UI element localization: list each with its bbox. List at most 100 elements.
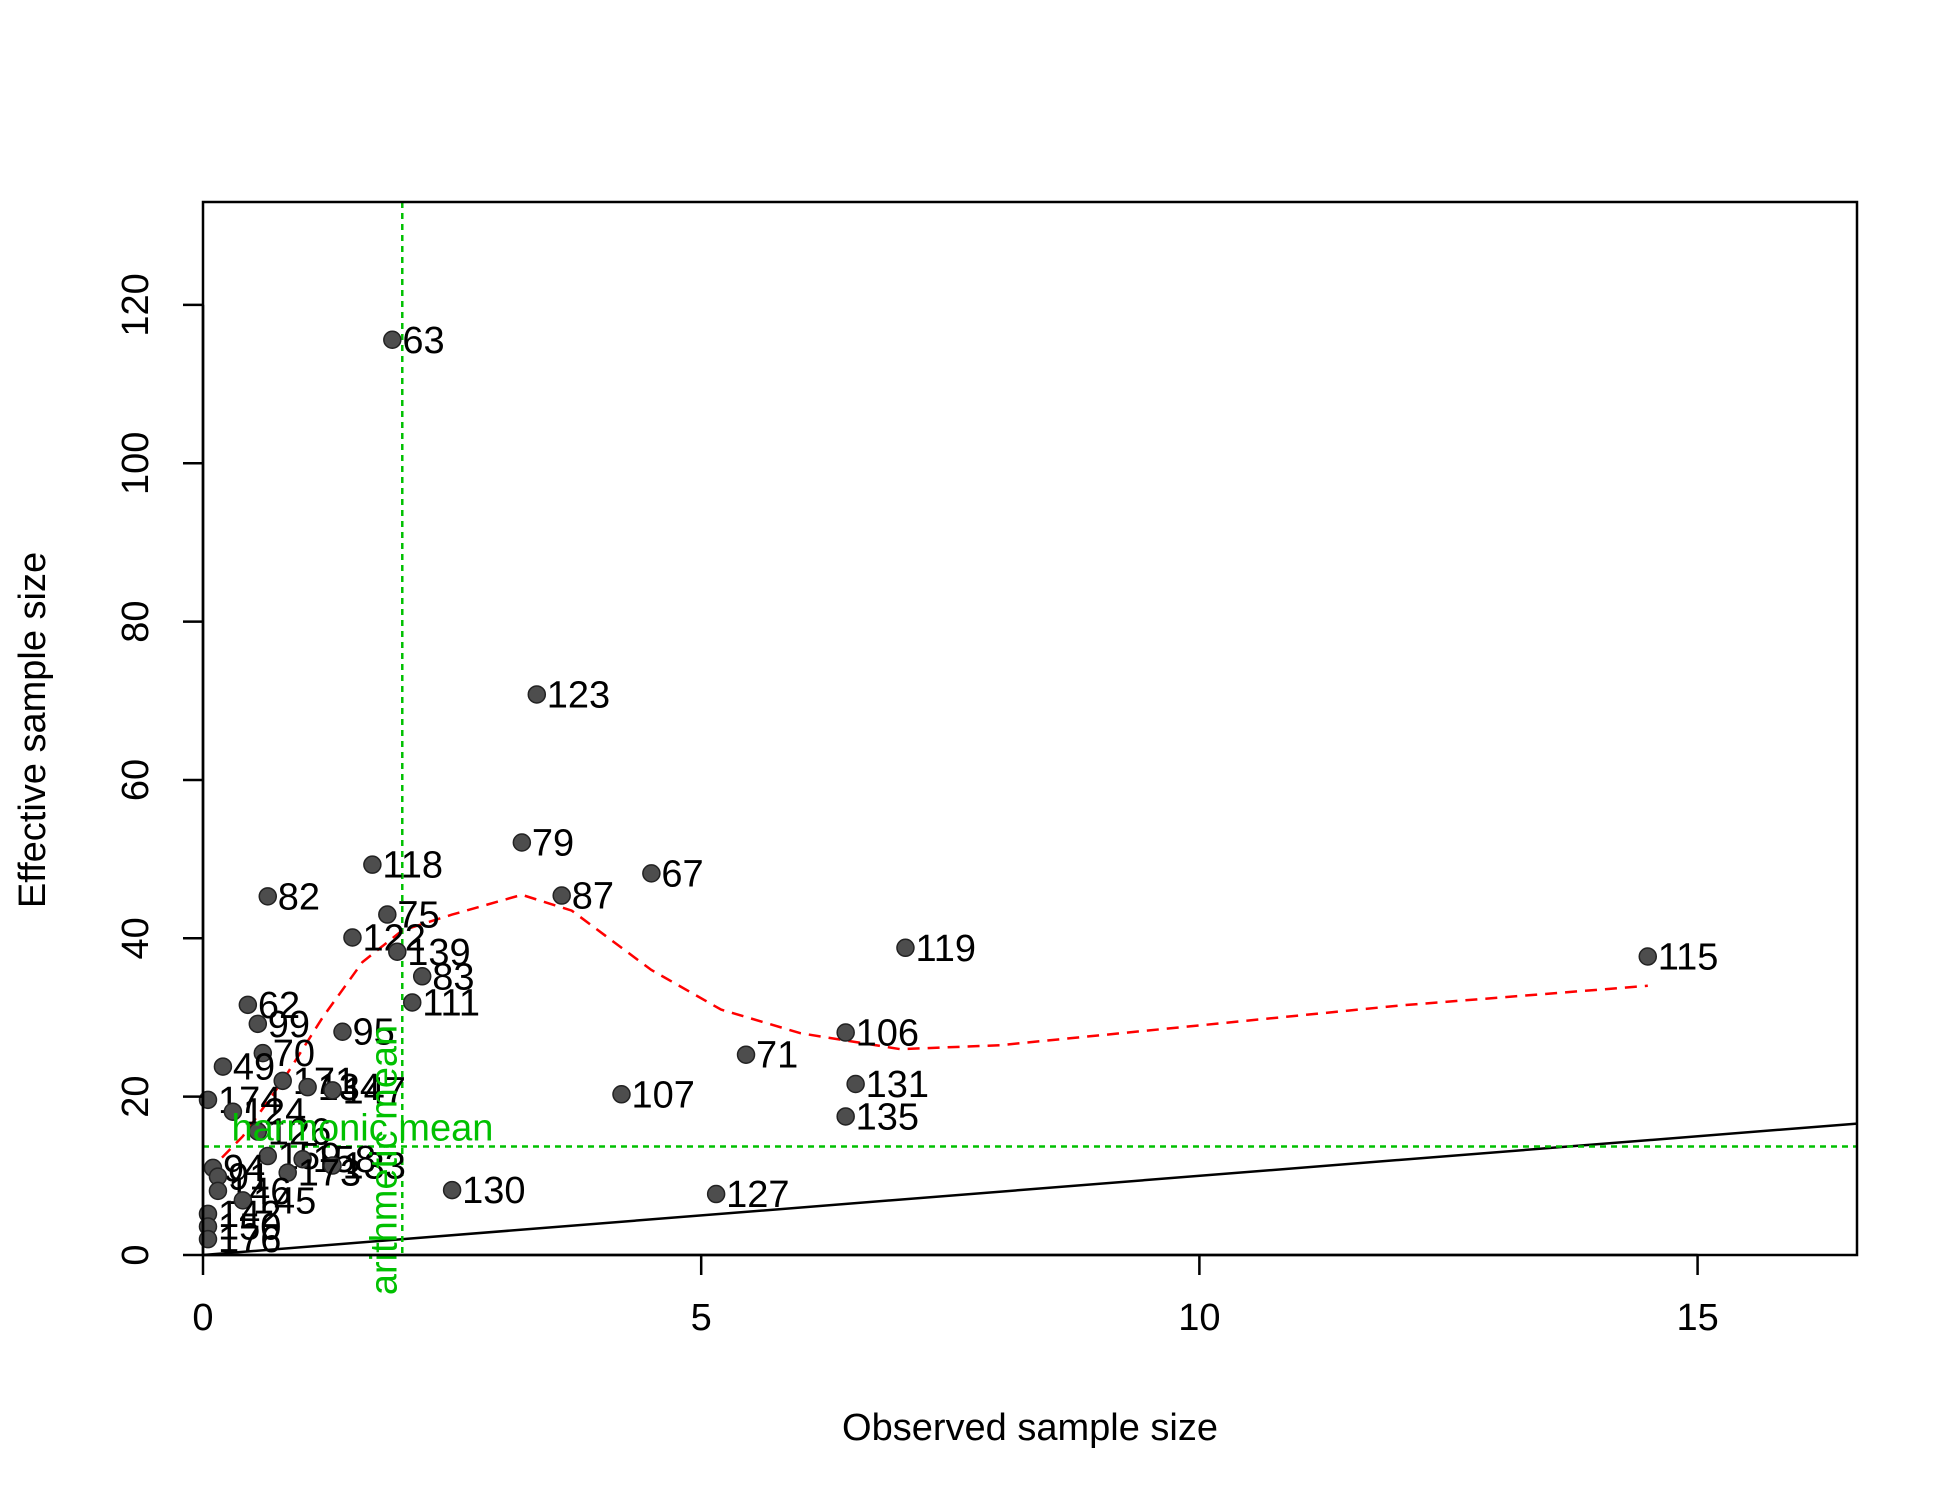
x-tick-label: 5 (691, 1297, 712, 1339)
point-label: 91 (228, 1157, 270, 1199)
x-tick-label: 15 (1676, 1297, 1718, 1339)
data-point: 131 (846, 1064, 929, 1106)
point-marker (383, 330, 402, 350)
point-marker (412, 967, 432, 986)
data-point: 115 (1638, 937, 1718, 979)
data-point: 79 (512, 823, 574, 865)
y-axis-title: Effective sample size (12, 552, 54, 908)
point-marker (612, 1085, 631, 1104)
point-label: 95 (352, 1012, 394, 1054)
data-point: 106 (836, 1013, 919, 1055)
data-point: 130 (442, 1170, 526, 1212)
point-label: 106 (856, 1013, 919, 1055)
data-point: 158 (293, 1139, 376, 1181)
point-marker (363, 855, 382, 874)
harmonic-mean-label: harmonic mean (231, 1108, 493, 1150)
point-label: 130 (462, 1170, 525, 1212)
y-tick-label: 80 (115, 600, 157, 642)
point-label: 142 (218, 1194, 281, 1236)
data-point: 145 (233, 1180, 316, 1222)
point-marker (402, 993, 422, 1012)
point-marker (253, 1043, 273, 1063)
point-label: 107 (631, 1074, 694, 1116)
data-point: 119 (896, 928, 976, 970)
x-axis-title: Observed sample size (842, 1407, 1218, 1449)
point-marker (846, 1074, 865, 1094)
data-point: 49 (213, 1047, 275, 1089)
y-tick-label: 20 (115, 1076, 157, 1118)
data-point: 123 (527, 674, 610, 716)
point-marker (642, 864, 661, 883)
data-point: 127 (706, 1174, 790, 1216)
smooth-curve (207, 893, 1648, 1173)
point-label: 63 (402, 320, 444, 362)
x-tick-label: 0 (192, 1297, 213, 1339)
point-label: 135 (856, 1096, 919, 1138)
point-marker (896, 938, 915, 958)
data-point: 133 (323, 1146, 406, 1188)
point-marker (273, 1071, 292, 1091)
data-point: 147 (323, 1070, 406, 1112)
point-marker (293, 1149, 312, 1169)
arithmetic-mean-label: arithmetic mean (363, 1025, 405, 1295)
y-tick-label: 0 (115, 1244, 157, 1265)
data-point: 75 (378, 895, 440, 937)
point-label: 150 (218, 1206, 281, 1248)
point-label: 79 (532, 823, 574, 865)
x-axis: 0 5 10 15 (192, 1253, 1719, 1339)
point-marker (378, 905, 397, 924)
y-tick-label: 100 (115, 432, 157, 495)
point-label: 119 (915, 928, 976, 970)
point-label: 139 (407, 932, 470, 974)
point-label: 70 (273, 1033, 315, 1075)
point-label: 49 (233, 1047, 275, 1089)
point-marker (213, 1057, 233, 1076)
point-label: 145 (253, 1180, 316, 1222)
data-point: 70 (253, 1033, 315, 1075)
point-marker (736, 1045, 756, 1064)
point-marker (238, 995, 258, 1015)
data-point: 71 (736, 1035, 798, 1077)
data-point: 91 (208, 1157, 270, 1199)
point-marker (323, 1156, 342, 1175)
y-axis: 0 20 40 60 80 100 120 (115, 273, 205, 1266)
data-point: 173 (278, 1153, 361, 1195)
point-marker (552, 886, 571, 905)
point-marker (258, 887, 278, 906)
data-point: 118 (363, 845, 443, 887)
point-label: 94 (223, 1148, 265, 1190)
point-label: 67 (661, 853, 703, 895)
point-label: 123 (547, 674, 610, 716)
point-marker (233, 1191, 253, 1210)
y-tick-label: 120 (115, 273, 157, 336)
point-marker (278, 1163, 297, 1182)
point-label: 71 (756, 1035, 798, 1077)
data-point: 107 (612, 1074, 695, 1116)
point-label: 118 (382, 845, 443, 887)
point-marker (323, 1081, 342, 1100)
y-tick-label: 60 (115, 759, 157, 801)
y-tick-label: 40 (115, 917, 157, 959)
data-point: 139 (388, 932, 471, 974)
point-marker (442, 1180, 462, 1200)
data-point: 126 (248, 1111, 331, 1153)
point-marker (527, 685, 547, 704)
point-marker (248, 1122, 268, 1141)
point-marker (343, 928, 362, 947)
point-label: 173 (298, 1153, 361, 1195)
data-point: 67 (642, 853, 704, 895)
data-point: 134 (298, 1067, 381, 1109)
point-marker (512, 833, 532, 852)
data-point: 99 (248, 1004, 310, 1046)
point-label: 87 (572, 876, 614, 918)
point-label: 147 (343, 1070, 406, 1112)
point-marker (1638, 947, 1658, 966)
point-marker (706, 1184, 726, 1204)
point-label: 126 (268, 1111, 331, 1153)
point-label: 82 (278, 876, 320, 918)
x-tick-label: 10 (1178, 1297, 1220, 1339)
point-label: 83 (432, 956, 474, 998)
